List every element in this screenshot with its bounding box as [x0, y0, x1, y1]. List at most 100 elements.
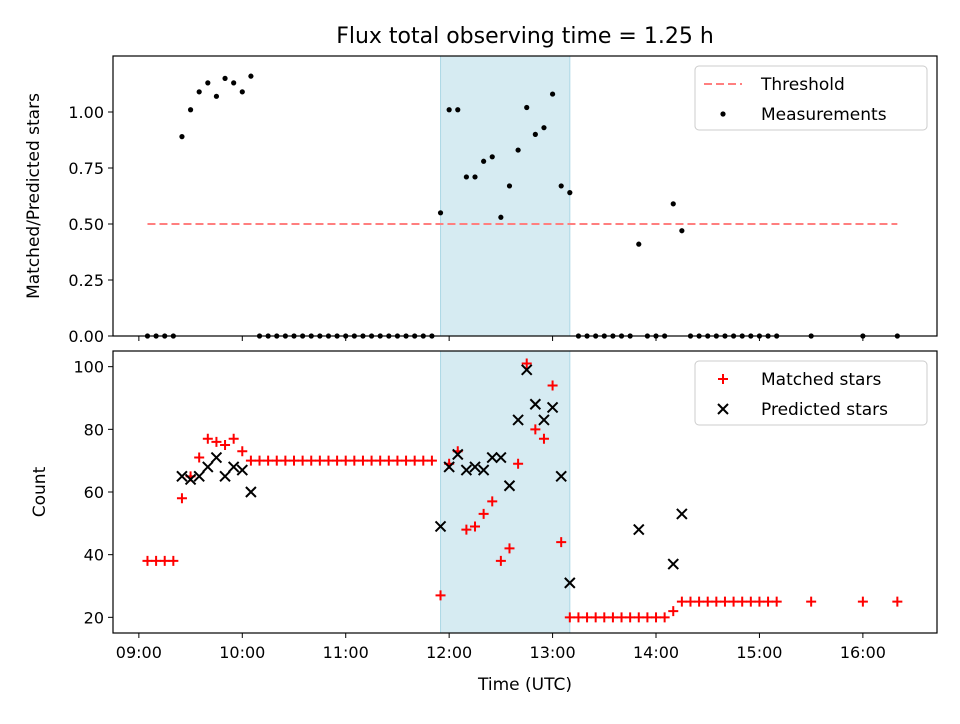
legend-label: Predicted stars: [761, 400, 888, 420]
data-point: [530, 424, 541, 435]
data-point: [599, 612, 610, 623]
data-point: [306, 455, 317, 466]
plot-frame: [112, 55, 938, 337]
data-point: [205, 80, 211, 86]
data-point: [323, 455, 334, 466]
y-tick-label: 100: [73, 358, 104, 377]
data-point: [506, 183, 513, 189]
data-point: [219, 470, 231, 483]
panel-ratio: 0.00 0.25 0.50 0.75 1.00 Threshold Measurement…: [68, 55, 938, 346]
data-point: [538, 433, 549, 444]
data-point: [487, 496, 498, 507]
data-point: [633, 612, 644, 623]
x-tick-label: 11:00: [323, 643, 369, 662]
chart-title: Flux total observing time = 1.25 h: [336, 24, 714, 49]
legend-label: Measurements: [761, 105, 887, 125]
data-point: [503, 480, 516, 492]
x-axis-label: Time (UTC): [477, 675, 572, 695]
data-point: [332, 455, 343, 466]
data-point: [524, 104, 530, 111]
legend: Threshold Measurements: [694, 65, 928, 131]
data-point: [211, 436, 222, 447]
data-point: [532, 131, 538, 137]
data-point: [564, 577, 576, 589]
data-point: [676, 508, 688, 520]
data-point: [245, 486, 257, 498]
data-point: [512, 414, 524, 426]
data-point: [737, 596, 748, 607]
data-point: [271, 455, 282, 466]
series-predicted-stars: [176, 364, 688, 589]
data-point: [477, 464, 490, 476]
data-point: [237, 446, 248, 457]
data-point: [231, 80, 237, 86]
data-point: [340, 455, 351, 466]
y-tick-label: 80: [84, 420, 104, 439]
data-point: [220, 440, 231, 450]
y-tick-label: 1.00: [68, 103, 104, 122]
data-point: [719, 596, 730, 607]
legend-box: [694, 360, 928, 426]
data-point: [176, 493, 187, 504]
data-point: [196, 89, 202, 95]
data-point: [193, 470, 205, 483]
data-point: [168, 555, 179, 566]
data-point: [670, 201, 676, 207]
data-point: [470, 521, 481, 532]
data-point: [567, 190, 573, 196]
data-point: [194, 452, 205, 463]
data-point: [546, 401, 559, 414]
data-point: [529, 398, 542, 410]
shaded-interval: [440, 350, 571, 634]
data-point: [486, 451, 498, 464]
x-tick-label: 09:00: [116, 643, 162, 662]
data-point: [763, 596, 774, 607]
legend-marker: [717, 403, 729, 415]
data-point: [452, 448, 464, 461]
data-point: [679, 228, 685, 234]
data-point: [754, 596, 765, 607]
data-point: [547, 380, 558, 391]
data-point: [409, 455, 420, 466]
data-point: [222, 75, 228, 81]
data-point: [472, 174, 478, 180]
data-point: [504, 543, 515, 554]
data-point: [489, 154, 495, 160]
data-point: [659, 612, 670, 623]
data-point: [513, 458, 524, 469]
data-point: [667, 558, 679, 570]
data-point: [280, 455, 291, 466]
data-point: [455, 107, 461, 113]
data-point: [711, 596, 722, 607]
data-point: [375, 455, 386, 466]
data-point: [187, 107, 194, 113]
y-tick-label: 40: [84, 546, 104, 565]
data-point: [771, 596, 782, 607]
legend-label: Matched stars: [761, 370, 881, 390]
data-point: [651, 612, 662, 623]
legend-box: [694, 65, 928, 131]
data-point: [248, 73, 254, 79]
data-point: [446, 107, 452, 113]
top-y-axis-label: Matched/Predicted stars: [24, 93, 44, 299]
data-point: [616, 612, 627, 623]
data-point: [498, 214, 504, 220]
y-tick-label: 20: [84, 608, 104, 627]
data-point: [228, 433, 239, 444]
y-tick-label: 0.75: [68, 159, 104, 178]
data-point: [515, 147, 521, 153]
data-point: [625, 612, 636, 623]
data-point: [142, 555, 153, 566]
data-point: [573, 612, 584, 623]
data-point: [254, 455, 265, 466]
data-point: [549, 91, 556, 97]
data-point: [590, 612, 601, 623]
bottom-y-axis-label: Count: [30, 466, 50, 517]
data-point: [461, 524, 472, 535]
data-point: [481, 158, 487, 164]
data-point: [202, 461, 214, 473]
data-point: [521, 358, 532, 369]
data-point: [349, 455, 360, 466]
data-point: [555, 470, 567, 483]
